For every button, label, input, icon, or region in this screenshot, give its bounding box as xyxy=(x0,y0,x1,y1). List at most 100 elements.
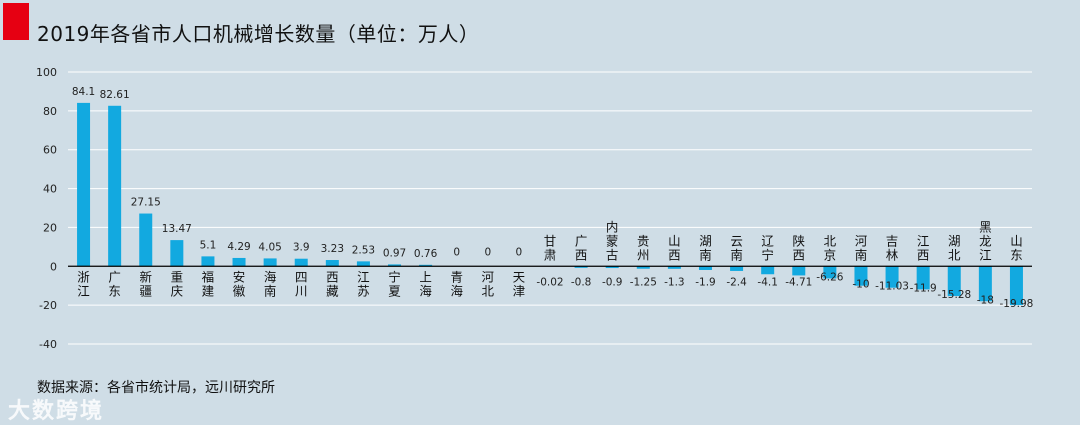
x-tick-label: 陕西 xyxy=(793,233,806,262)
x-tick-label: 内蒙古 xyxy=(606,219,619,262)
x-tick-label: 四川 xyxy=(295,269,308,298)
x-tick-label: 广东 xyxy=(108,269,121,298)
chart-title: 2019年各省市人口机械增长数量（单位：万人） xyxy=(37,22,480,46)
data-label: 0 xyxy=(453,246,460,258)
x-tick-label: 重庆 xyxy=(171,269,184,298)
watermark-logo: 大数跨境 xyxy=(8,393,104,425)
x-tick-label: 黑龙江 xyxy=(979,219,992,262)
y-tick-label: 20 xyxy=(43,221,57,234)
bar xyxy=(1009,266,1023,306)
data-label: 27.15 xyxy=(131,197,161,209)
data-label: 0 xyxy=(484,246,491,258)
data-label: -19.98 xyxy=(1000,298,1034,310)
x-tick-label: 河北 xyxy=(482,269,495,298)
y-tick-label: 80 xyxy=(43,105,57,118)
data-label: 0.97 xyxy=(383,247,406,259)
bar xyxy=(356,261,370,267)
bar xyxy=(325,260,339,267)
bar xyxy=(636,266,650,269)
data-label: 4.29 xyxy=(227,241,250,253)
bar xyxy=(885,266,899,288)
data-label: -18 xyxy=(977,294,994,306)
data-label: 84.1 xyxy=(72,86,95,98)
bar xyxy=(139,213,153,267)
data-label: -15.28 xyxy=(937,289,971,301)
bar xyxy=(792,266,806,276)
data-label: -0.02 xyxy=(536,276,563,288)
x-tick-label: 山东 xyxy=(1010,233,1023,262)
bar xyxy=(947,266,961,296)
x-tick-label: 吉林 xyxy=(886,233,899,262)
x-tick-label: 新疆 xyxy=(139,269,152,298)
y-tick-label: 0 xyxy=(50,260,57,273)
bar xyxy=(730,266,744,271)
x-tick-label: 湖南 xyxy=(699,233,712,262)
x-tick-label: 天津 xyxy=(513,269,526,298)
data-label: 3.9 xyxy=(293,242,310,254)
x-tick-label: 山西 xyxy=(668,233,681,262)
x-tick-label: 北京 xyxy=(824,233,837,262)
data-label: 3.23 xyxy=(321,243,344,255)
bar xyxy=(916,266,930,290)
data-label: -1.25 xyxy=(630,276,657,288)
data-label: -4.71 xyxy=(785,276,812,288)
bar xyxy=(605,266,619,269)
bar xyxy=(232,257,246,267)
bar xyxy=(667,266,681,269)
bar xyxy=(419,264,433,267)
y-tick-label: 100 xyxy=(36,66,57,79)
data-label: -0.8 xyxy=(571,276,592,288)
bar xyxy=(263,258,277,267)
data-label: -6.26 xyxy=(816,271,843,283)
bar xyxy=(201,256,215,267)
x-tick-label: 甘肃 xyxy=(544,233,557,262)
x-tick-label: 西藏 xyxy=(326,269,339,298)
y-tick-label: -20 xyxy=(39,299,57,312)
x-tick-label: 浙江 xyxy=(77,269,90,298)
x-tick-label: 江西 xyxy=(917,233,930,262)
x-tick-label: 安徽 xyxy=(233,269,246,298)
data-label: 13.47 xyxy=(162,223,192,235)
data-label: -1.3 xyxy=(664,276,685,288)
y-tick-label: -40 xyxy=(39,338,57,351)
bar xyxy=(294,258,308,267)
data-label: -4.1 xyxy=(757,276,778,288)
red-corner-mark xyxy=(3,3,29,40)
data-label: 0 xyxy=(516,246,523,258)
data-label: -11.03 xyxy=(875,281,909,293)
bar xyxy=(978,266,992,302)
data-label: 2.53 xyxy=(352,244,375,256)
y-tick-label: 40 xyxy=(43,183,57,196)
data-source-note: 数据来源：各省市统计局，远川研究所 xyxy=(37,380,275,396)
bar xyxy=(823,266,837,279)
x-tick-label: 湖北 xyxy=(948,233,961,262)
bar xyxy=(761,266,775,275)
bar xyxy=(77,102,91,267)
data-label: -10 xyxy=(852,279,869,291)
x-tick-label: 江苏 xyxy=(357,269,370,298)
data-label: -11.9 xyxy=(910,282,937,294)
watermark-text: 大数跨境 xyxy=(8,399,105,424)
data-label: 0.76 xyxy=(414,248,438,260)
bar xyxy=(698,266,712,270)
data-label: -2.4 xyxy=(726,276,747,288)
bar xyxy=(108,105,122,267)
x-tick-label: 海南 xyxy=(264,269,277,298)
bar xyxy=(574,266,588,268)
data-label: 82.61 xyxy=(100,89,130,101)
data-label: 4.05 xyxy=(258,241,281,253)
data-label: -0.9 xyxy=(602,276,623,288)
x-tick-label: 云南 xyxy=(730,233,743,262)
x-tick-label: 河南 xyxy=(855,233,868,262)
x-tick-label: 上海 xyxy=(419,269,432,298)
x-tick-label: 青海 xyxy=(450,269,463,298)
x-tick-label: 辽宁 xyxy=(761,233,774,262)
data-label: -1.9 xyxy=(695,276,716,288)
data-label: 5.1 xyxy=(200,239,217,251)
x-tick-label: 广西 xyxy=(575,233,588,262)
x-tick-label: 福建 xyxy=(202,269,215,298)
bar xyxy=(170,240,184,267)
bar xyxy=(388,264,402,267)
bar xyxy=(854,266,868,286)
